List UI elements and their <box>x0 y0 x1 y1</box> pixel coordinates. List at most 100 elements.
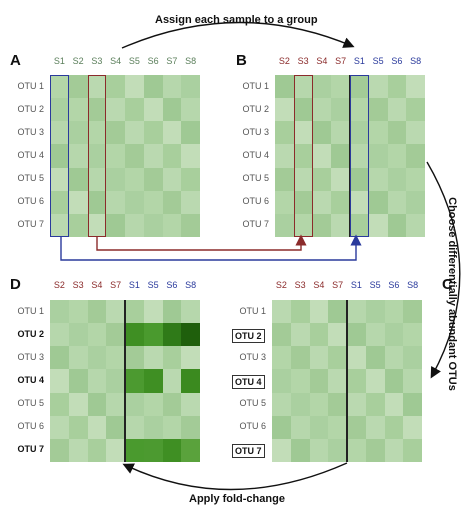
heatmap-cell-c <box>347 346 366 370</box>
heatmap-cell-b <box>275 190 294 214</box>
heatmap-cell-a <box>106 98 125 122</box>
row-label-d-otu-4: OTU 4 <box>17 375 44 385</box>
heatmap-cell-c <box>328 369 347 393</box>
heatmap-cell-d <box>68 300 88 324</box>
heatmap-cell-b <box>368 190 388 214</box>
row-label-c-otu-1: OTU 1 <box>239 305 266 316</box>
heatmap-cell-c <box>384 300 404 324</box>
heatmap-cell-b <box>331 98 350 122</box>
heatmap-cell-d <box>143 369 163 393</box>
heatmap-cell-b <box>312 167 332 191</box>
heatmap-cell-d <box>87 392 107 416</box>
heatmap-cell-b <box>350 75 369 99</box>
arrow-choose <box>426 161 461 379</box>
heatmap-cell-b <box>350 98 369 122</box>
heatmap-cell-c <box>328 346 347 370</box>
heatmap-cell-c <box>403 346 422 370</box>
row-label-d-otu-2: OTU 2 <box>17 328 44 339</box>
heatmap-cell-b <box>387 121 407 145</box>
heatmap-cell-b <box>275 75 294 99</box>
heatmap-cell-d <box>125 415 144 439</box>
column-label-b-s3: S3 <box>297 56 309 66</box>
row-label-a-otu-1: OTU 1 <box>17 80 44 91</box>
heatmap-cell-a <box>181 98 200 122</box>
heatmap-cell-c <box>347 438 366 462</box>
column-label-c-s4: S4 <box>313 280 325 290</box>
column-label-d-s2: S2 <box>53 280 65 290</box>
row-label-a-otu-6: OTU 6 <box>17 196 44 207</box>
heatmap-cell-b <box>293 190 313 214</box>
heatmap-cell-a <box>50 75 69 99</box>
column-highlight-a <box>87 75 107 237</box>
heatmap-cell-d <box>50 369 69 393</box>
heatmap-cell-b <box>387 167 407 191</box>
heatmap-cell-b <box>331 144 350 168</box>
heatmap-cell-c <box>365 415 385 439</box>
heatmap-cell-a <box>87 98 107 122</box>
heatmap-cell-c <box>272 438 291 462</box>
heatmap-cell-b <box>293 167 313 191</box>
heatmap-cell-d <box>68 346 88 370</box>
heatmap-cell-d <box>125 369 144 393</box>
heatmap-cell-b <box>331 75 350 99</box>
heatmap-cell-a <box>143 75 163 99</box>
heatmap-cell-b <box>406 98 425 122</box>
heatmap-cell-c <box>290 438 310 462</box>
heatmap-cell-b <box>350 167 369 191</box>
heatmap-cell-c <box>290 369 310 393</box>
heatmap-cell-d <box>143 346 163 370</box>
row-label-d-otu-7: OTU 7 <box>17 444 44 455</box>
heatmap-cell-c <box>365 392 385 416</box>
row-label-a-otu-7: OTU 7 <box>17 219 44 230</box>
heatmap-cell-a <box>181 121 200 145</box>
heatmap-cell-a <box>162 167 182 191</box>
heatmap-cell-a <box>106 121 125 145</box>
heatmap-cell-c <box>272 346 291 370</box>
heatmap-cell-c <box>347 415 366 439</box>
heatmap-cell-c <box>272 392 291 416</box>
heatmap-cell-d <box>181 300 200 324</box>
heatmap-cell-d <box>143 323 163 347</box>
heatmap-cell-a <box>125 167 144 191</box>
column-label-d-s5: S5 <box>147 280 159 290</box>
heatmap-cell-d <box>68 438 88 462</box>
heatmap-cell-d <box>50 346 69 370</box>
row-label-d-otu-3: OTU 3 <box>17 351 44 362</box>
heatmap-cell-d <box>162 369 182 393</box>
step-label-fold-change: Apply fold-change <box>189 493 285 505</box>
heatmap-cell-c <box>365 438 385 462</box>
heatmap-cell-b <box>312 98 332 122</box>
heatmap-cell-d <box>106 415 125 439</box>
heatmap-cell-a <box>106 190 125 214</box>
heatmap-cell-d <box>106 392 125 416</box>
column-label-a-s6: S6 <box>147 56 159 66</box>
heatmap-cell-a <box>162 98 182 122</box>
heatmap-cell-b <box>312 144 332 168</box>
heatmap-cell-c <box>328 300 347 324</box>
heatmap-cell-a <box>143 144 163 168</box>
heatmap-cell-a <box>106 213 125 237</box>
panel-letter-d: D <box>10 276 21 293</box>
heatmap-cell-b <box>275 167 294 191</box>
heatmap-cell-a <box>68 167 88 191</box>
heatmap-cell-a <box>106 167 125 191</box>
heatmap-cell-a <box>106 75 125 99</box>
heatmap-cell-b <box>331 190 350 214</box>
heatmap-cell-b <box>293 213 313 237</box>
column-label-a-s2: S2 <box>72 56 84 66</box>
row-label-b-otu-5: OTU 5 <box>242 173 269 184</box>
column-label-a-s7: S7 <box>166 56 178 66</box>
heatmap-cell-a <box>162 213 182 237</box>
column-label-d-s3: S3 <box>72 280 84 290</box>
heatmap-cell-c <box>309 346 329 370</box>
heatmap-cell-d <box>50 392 69 416</box>
column-label-b-s8: S8 <box>410 56 422 66</box>
heatmap-cell-a <box>162 144 182 168</box>
heatmap-cell-d <box>181 392 200 416</box>
heatmap-cell-b <box>293 144 313 168</box>
heatmap-cell-d <box>87 346 107 370</box>
row-label-d-otu-6: OTU 6 <box>17 421 44 432</box>
column-label-b-s1: S1 <box>353 56 365 66</box>
heatmap-cell-a <box>68 75 88 99</box>
heatmap-cell-c <box>290 323 310 347</box>
